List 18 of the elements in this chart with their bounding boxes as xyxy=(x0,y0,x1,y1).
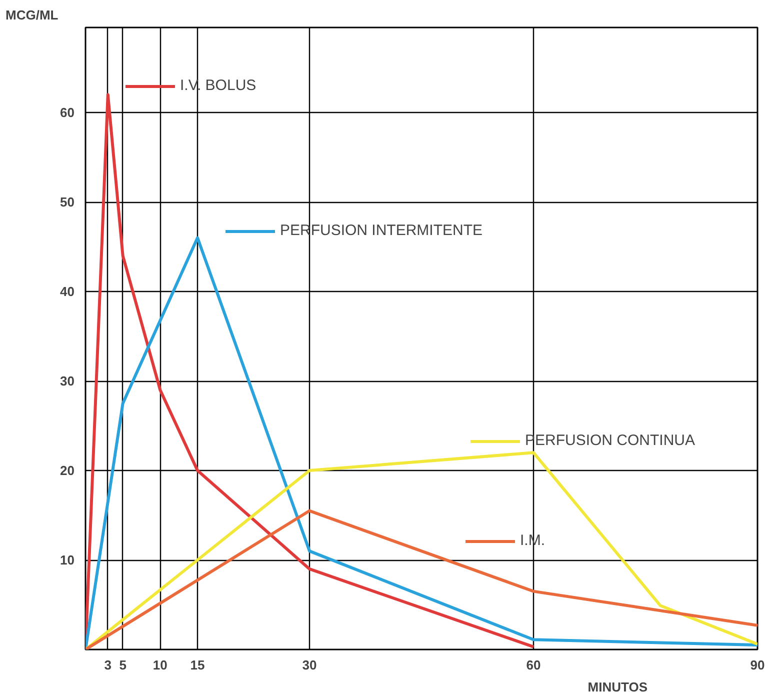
line-series xyxy=(86,236,758,650)
y-axis-title: MCG/ML xyxy=(6,8,58,22)
x-tick-label: 10 xyxy=(152,658,168,672)
x-tick-label: 30 xyxy=(302,658,317,672)
y-tick-label: 60 xyxy=(60,105,75,120)
x-axis-title: MINUTOS xyxy=(588,680,648,694)
x-tick-label: 3 xyxy=(104,658,112,672)
y-tick-label: 10 xyxy=(60,552,75,568)
y-tick-label: 40 xyxy=(60,284,75,300)
x-tick-label: 15 xyxy=(190,658,205,672)
x-tick-label: 60 xyxy=(526,658,541,672)
y-tick-label: 30 xyxy=(60,374,75,389)
y-tick-label: 20 xyxy=(60,463,75,478)
x-tick-label: 5 xyxy=(119,658,126,672)
line-series xyxy=(86,509,758,650)
line-series xyxy=(86,451,758,650)
y-tick-label: 50 xyxy=(60,194,75,210)
x-tick-label: 90 xyxy=(750,658,765,672)
